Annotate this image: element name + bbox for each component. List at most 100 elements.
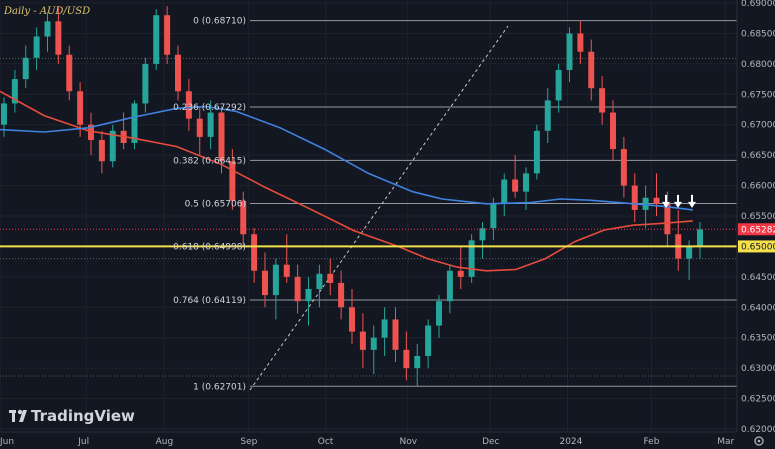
candle-body	[414, 355, 421, 369]
level-price-label-box	[738, 240, 775, 253]
candle-body	[1, 103, 7, 125]
candle-body	[55, 21, 62, 55]
candle-body	[98, 139, 105, 162]
candle-body	[77, 91, 84, 125]
candle-body	[599, 88, 606, 113]
candle-body	[316, 273, 323, 290]
down-arrow-head	[674, 201, 682, 208]
candle-body	[240, 200, 247, 235]
x-tick-label: Sep	[240, 437, 257, 447]
candle-body	[479, 228, 486, 241]
tradingview-logo-text: TradingView	[31, 407, 135, 425]
x-tick-label: Jun	[0, 437, 14, 447]
candle-body	[631, 185, 638, 210]
fib-level-label: 0.5 (0.65706)	[185, 199, 246, 209]
candle-body	[664, 203, 671, 235]
candle-body	[88, 124, 94, 140]
current-price-label: 0.65282	[741, 225, 775, 235]
moving-averages	[0, 90, 693, 272]
time-axis: Jun Jul Aug Sep Oct Nov Dec 2024 Feb Mar	[0, 437, 734, 447]
candle-body	[577, 33, 584, 52]
tradingview-logo: TradingView	[9, 407, 135, 425]
y-tick-label: 0.67000	[741, 121, 775, 131]
y-tick-label: 0.67500	[741, 90, 775, 100]
x-tick-label: Oct	[318, 437, 334, 447]
tradingview-logo-icon	[9, 409, 27, 422]
down-arrow-head	[688, 201, 696, 208]
down-arrows	[662, 194, 696, 208]
chart-title: Daily - AUD/USD	[3, 6, 90, 17]
candle-body	[425, 325, 432, 356]
candle-body	[544, 100, 551, 131]
moving-average-line	[0, 90, 693, 272]
x-tick-label: Mar	[717, 437, 734, 447]
fib-level-label: 1 (0.62701)	[193, 382, 246, 392]
candle-body	[44, 21, 51, 37]
candle-body	[512, 179, 519, 192]
candle-body	[588, 51, 595, 89]
candle-body	[327, 273, 334, 283]
candle-body	[109, 130, 116, 162]
candle-body	[501, 179, 508, 204]
fibonacci-labels: 0 (0.68710) 0.236 (0.67292) 0.382 (0.66415…	[173, 17, 246, 393]
candle-body	[697, 229, 703, 247]
candle-body	[338, 282, 345, 308]
candle-body	[359, 331, 366, 350]
candle-body	[523, 173, 529, 192]
y-tick-label: 0.62000	[741, 425, 775, 435]
fib-level-label: 0.764 (0.64119)	[173, 296, 246, 306]
candle-body	[403, 349, 410, 369]
candle-body	[392, 319, 399, 350]
current-price-label-box	[738, 223, 775, 236]
y-tick-label: 0.65500	[741, 212, 775, 222]
candle-body	[164, 15, 171, 55]
candle-body	[33, 36, 40, 58]
price-labels: 0.65282 0.65000	[738, 223, 775, 253]
candle-body	[229, 161, 236, 201]
x-tick-label: 2024	[559, 437, 582, 447]
candle-body	[381, 319, 388, 338]
y-tick-label: 0.68000	[741, 60, 775, 70]
candle-body	[620, 149, 627, 186]
y-tick-label: 0.66000	[741, 182, 775, 192]
candle-body	[196, 118, 203, 137]
fibonacci-trend-line	[249, 25, 509, 391]
time-axis-background	[0, 432, 775, 449]
y-tick-label: 0.63500	[741, 334, 775, 344]
candle-body	[175, 54, 181, 92]
y-tick-label: 0.66500	[741, 151, 775, 161]
candle-body	[11, 79, 18, 104]
candle-body	[370, 337, 377, 350]
candle-body	[468, 240, 475, 277]
candle-body	[272, 264, 279, 296]
moving-average-line	[0, 105, 693, 211]
level-price-label: 0.65000	[741, 242, 775, 252]
candle-body	[642, 197, 649, 210]
candle-body	[457, 270, 464, 277]
x-tick-label: Feb	[644, 437, 660, 447]
settings-gear-icon[interactable]	[754, 436, 764, 446]
fib-level-label: 0.618 (0.64998)	[173, 243, 246, 253]
y-tick-label: 0.62500	[741, 395, 775, 405]
candle-body	[533, 130, 540, 174]
candle-body	[610, 112, 616, 150]
fib-level-label: 0.236 (0.67292)	[173, 103, 246, 113]
y-tick-label: 0.64500	[741, 273, 775, 283]
candle-body	[22, 57, 29, 80]
y-tick-label: 0.69000	[741, 0, 775, 9]
candle-body	[142, 63, 149, 104]
down-arrow-head	[662, 201, 670, 208]
fib-level-label: 0 (0.68710)	[193, 17, 246, 27]
candlesticks	[1, 6, 703, 387]
candle-body	[131, 103, 138, 143]
candle-body	[349, 307, 355, 332]
candle-body	[66, 54, 73, 92]
x-tick-label: Aug	[156, 437, 174, 447]
candle-body	[436, 301, 442, 326]
x-tick-label: Jul	[77, 437, 89, 447]
candle-body	[283, 264, 290, 277]
fib-level-label: 0.382 (0.66415)	[173, 156, 246, 166]
y-tick-label: 0.68500	[741, 29, 775, 39]
